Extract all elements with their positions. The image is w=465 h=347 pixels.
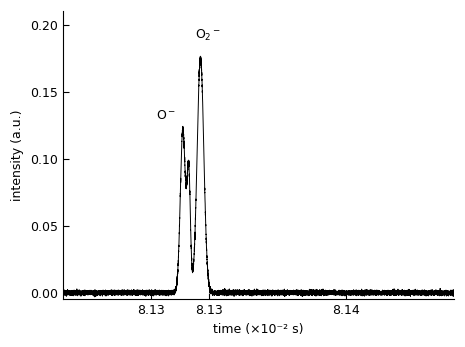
- Y-axis label: intensity (a.u.): intensity (a.u.): [11, 110, 24, 201]
- Text: O$^-$: O$^-$: [156, 109, 176, 122]
- Text: O$_2$$^-$: O$_2$$^-$: [195, 28, 221, 43]
- X-axis label: time (×10⁻² s): time (×10⁻² s): [213, 323, 304, 336]
